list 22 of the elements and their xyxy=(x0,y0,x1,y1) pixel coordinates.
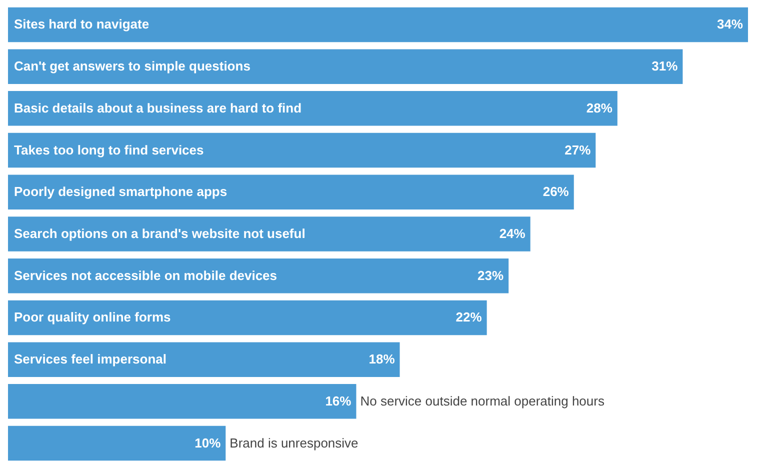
y-tick-label: Services feel impersonal xyxy=(14,352,166,367)
y-tick-label: Takes too long to find services xyxy=(14,142,204,158)
y-tick-label: Search options on a brand's website not useful xyxy=(14,226,306,241)
y-tick-label: Basic details about a business are hard to find xyxy=(14,100,302,116)
y-tick-label: Poorly designed smartphone apps xyxy=(14,184,228,200)
y-tick-label: Poor quality online forms xyxy=(14,310,171,325)
data-label: 23% xyxy=(478,268,504,283)
data-label: 31% xyxy=(652,58,678,74)
data-label: 27% xyxy=(564,142,592,158)
y-tick-label: Services not accessible on mobile devices xyxy=(14,268,278,283)
data-label: 26% xyxy=(542,184,570,200)
y-tick-label: Can't get answers to simple questions xyxy=(14,58,250,74)
data-label: 10% xyxy=(194,435,222,450)
data-label: 18% xyxy=(368,352,396,367)
y-tick-label: Sites hard to navigate xyxy=(14,16,150,32)
y-tick-label: No service outside normal operating hours xyxy=(360,393,605,408)
data-label: 16% xyxy=(325,393,352,408)
data-label: 34% xyxy=(716,16,744,32)
y-tick-label: Brand is unresponsive xyxy=(230,435,358,450)
data-label: 28% xyxy=(586,100,613,116)
data-label: 24% xyxy=(499,226,526,241)
data-label: 22% xyxy=(456,310,482,325)
